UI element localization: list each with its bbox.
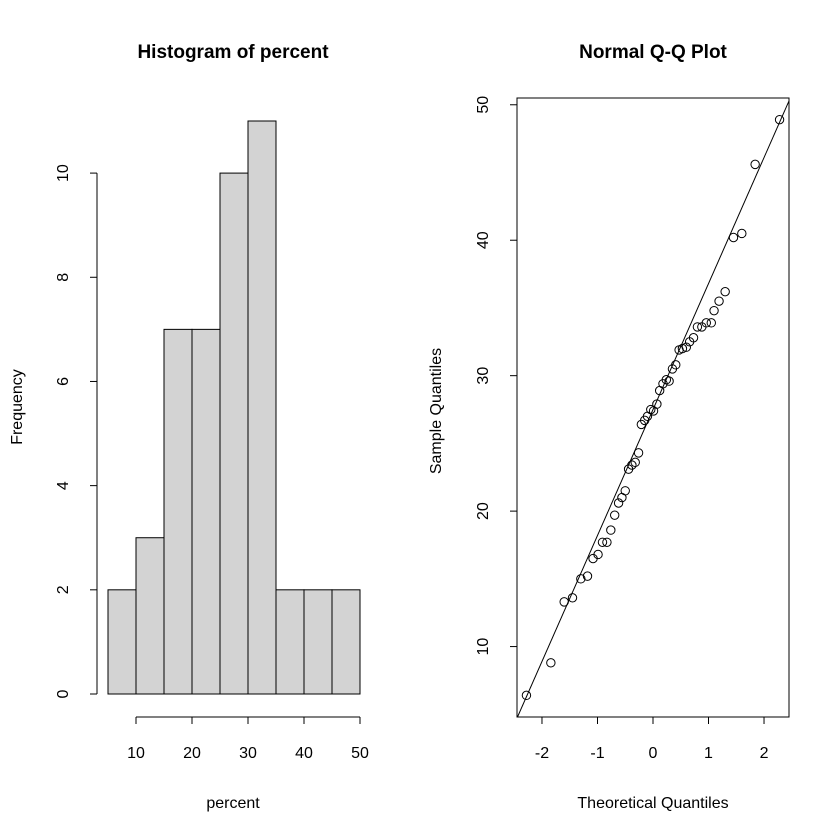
qq-reference-line	[517, 100, 789, 717]
qq-plot-x-axis: -2 -1 0 1 2	[535, 716, 769, 762]
qq-point	[620, 486, 630, 496]
histogram-bar	[275, 589, 305, 695]
qq-y-tick-label: 20	[475, 502, 492, 520]
qq-x-tick-label: 2	[760, 745, 769, 762]
histogram-y-tick-label: 8	[55, 273, 72, 282]
histogram-panel: Histogram of percent percent Frequency 1…	[9, 42, 369, 812]
qq-point	[597, 537, 608, 547]
qq-point	[576, 574, 586, 584]
qq-plot-x-axis-label: Theoretical Quantiles	[577, 795, 728, 812]
qq-plot-frame	[516, 97, 790, 718]
histogram-bar	[107, 589, 137, 695]
qq-point	[627, 460, 637, 470]
histogram-y-tick-label: 10	[55, 164, 72, 182]
qq-point	[750, 159, 760, 170]
qq-point	[728, 232, 739, 243]
histogram-x-axis: 10 20 30 40 50	[127, 716, 369, 762]
qq-point	[671, 360, 681, 370]
qq-point	[633, 448, 644, 458]
qq-point	[774, 114, 785, 125]
qq-x-tick-label: 1	[704, 745, 713, 762]
histogram-bar	[303, 589, 333, 695]
histogram-y-axis: 0 2 4 6 8 10	[55, 164, 98, 698]
histogram-bar	[191, 328, 221, 695]
histogram-x-axis-label: percent	[206, 795, 260, 812]
qq-point	[701, 318, 711, 328]
qq-point	[613, 498, 624, 508]
histogram-y-axis-label: Frequency	[9, 369, 26, 445]
qq-point	[737, 228, 747, 239]
qq-point	[559, 597, 569, 607]
histogram-bars	[107, 120, 361, 695]
histogram-bar	[219, 172, 249, 695]
qq-point	[681, 342, 692, 352]
qq-point	[677, 343, 688, 354]
qq-point	[630, 457, 640, 468]
histogram-bar	[163, 328, 193, 695]
qq-plot-panel: Normal Q-Q Plot Theoretical Quantiles Sa…	[428, 42, 790, 812]
qq-points	[521, 114, 785, 701]
qq-point	[521, 690, 532, 701]
histogram-y-tick-label: 0	[55, 689, 72, 698]
qq-y-tick-label: 10	[475, 638, 492, 656]
qq-point	[706, 318, 716, 328]
qq-point	[714, 296, 724, 306]
histogram-y-tick-label: 2	[55, 585, 72, 594]
qq-plot-y-axis-label: Sample Quantiles	[428, 348, 445, 474]
histogram-bar	[135, 537, 165, 695]
histogram-x-tick-label: 20	[183, 745, 201, 762]
histogram-y-tick-label: 4	[55, 481, 72, 490]
histogram-bar	[331, 589, 361, 695]
qq-point	[652, 399, 662, 409]
qq-y-tick-label: 40	[475, 231, 492, 249]
qq-x-tick-label: -2	[535, 745, 549, 762]
qq-point	[582, 571, 593, 581]
histogram-x-tick-label: 30	[239, 745, 257, 762]
qq-point	[567, 593, 578, 603]
histogram-bar	[247, 120, 277, 695]
qq-point	[602, 537, 612, 547]
qq-y-tick-label: 50	[475, 96, 492, 114]
qq-point	[593, 549, 603, 560]
qq-point	[606, 525, 616, 535]
qq-y-tick-label: 30	[475, 367, 492, 385]
qq-x-tick-label: 0	[649, 745, 658, 762]
qq-point	[609, 510, 620, 520]
histogram-x-tick-label: 40	[295, 745, 313, 762]
histogram-y-tick-label: 6	[55, 377, 72, 386]
qq-plot-title: Normal Q-Q Plot	[579, 42, 727, 63]
qq-point	[692, 322, 703, 332]
qq-point	[709, 305, 719, 316]
qq-point	[688, 333, 699, 343]
qq-point	[720, 286, 730, 297]
qq-x-tick-label: -1	[590, 745, 604, 762]
histogram-x-tick-label: 10	[127, 745, 145, 762]
histogram-x-tick-label: 50	[351, 745, 369, 762]
histogram-title: Histogram of percent	[137, 42, 329, 63]
qq-plot-y-axis: 10 20 30 40 50	[475, 96, 518, 656]
qq-point	[546, 658, 556, 668]
qq-reference-line-group	[517, 100, 789, 717]
qq-point	[664, 376, 674, 386]
